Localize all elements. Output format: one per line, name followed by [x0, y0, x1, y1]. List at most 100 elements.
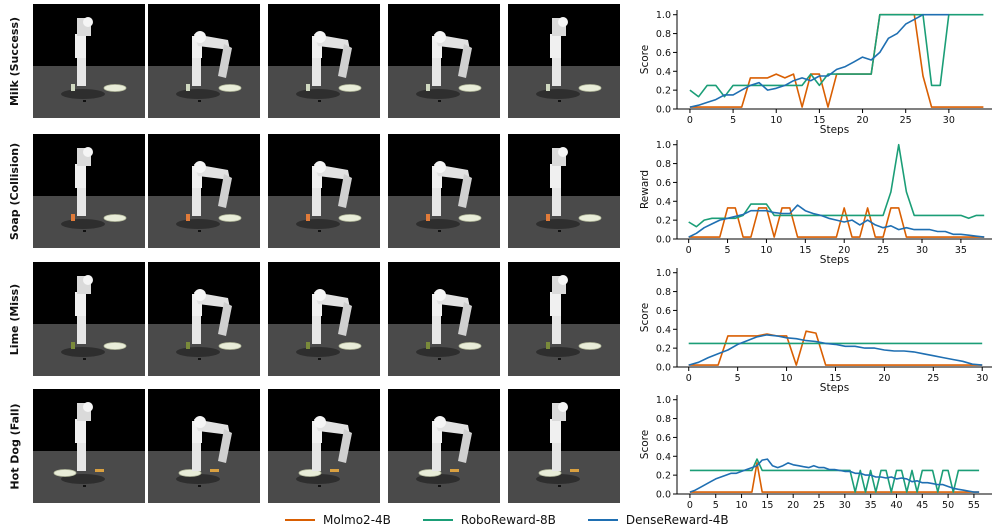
x-tick-label: 5: [730, 115, 736, 126]
frame-robot-joint: [558, 17, 568, 27]
frame-robot-base: [192, 441, 201, 471]
x-tick-label: 35: [955, 245, 967, 256]
frame-robot-arm: [312, 421, 322, 443]
frame-thumbnail: [148, 389, 260, 503]
series-line: [688, 207, 985, 238]
frame-robot-arm: [192, 36, 202, 58]
frame-robot-base: [192, 56, 201, 86]
frame-plate: [218, 342, 242, 350]
frame-robot-arm: [192, 294, 202, 316]
frame-object: [426, 342, 430, 349]
frame-object: [71, 214, 75, 221]
frame-thumbnail: [148, 262, 260, 376]
frame-robot-base: [552, 314, 561, 344]
frame-robot-arm: [550, 34, 561, 58]
x-tick-label: 20: [787, 500, 799, 510]
row-label: Lime (Miss): [0, 262, 30, 376]
frame-shadow: [416, 219, 460, 229]
frame-plate: [418, 469, 442, 477]
frame-robot-base: [432, 441, 441, 471]
frame-object: [546, 342, 550, 349]
y-tick-label: 0.0: [656, 105, 671, 116]
frame-robot-arm: [458, 429, 472, 463]
frame-shadow: [61, 89, 105, 99]
frame-robot-arm: [432, 294, 442, 316]
legend-swatch: [285, 519, 315, 521]
frame-plate: [338, 342, 362, 350]
frame-robot-base: [552, 441, 561, 471]
x-tick-label: 15: [829, 373, 841, 384]
frame-thumbnail: [388, 4, 500, 118]
legend-swatch: [422, 519, 453, 521]
x-tick-label: 30: [839, 500, 851, 510]
frame-marker: [558, 100, 561, 102]
reward-charts: 0.00.20.40.60.81.00 5 10 15 20 25 30StepsScore…: [639, 10, 992, 510]
frame-plate: [338, 214, 362, 222]
legend-item-molmo: Molmo2-4B: [285, 513, 391, 527]
frame-object: [450, 469, 459, 472]
y-tick-label: 0.6: [656, 306, 671, 317]
frame-robot-joint: [83, 402, 93, 412]
frame-robot-arm: [218, 44, 232, 78]
x-tick-label: 25: [900, 115, 912, 126]
frame-shadow: [61, 347, 105, 357]
frame-robot-arm: [550, 419, 561, 443]
legend-label: RoboReward-8B: [460, 513, 556, 527]
frame-marker: [318, 230, 321, 232]
frame-robot-base: [192, 186, 201, 216]
frame-shadow: [176, 89, 220, 99]
series-line: [689, 458, 980, 493]
x-tick-label: 10: [770, 115, 782, 126]
frame-robot-arm: [338, 429, 352, 463]
frame-robot-arm: [218, 302, 232, 336]
frame-robot-joint: [314, 161, 326, 173]
x-tick-label: 35: [865, 500, 877, 510]
frame-object: [546, 84, 550, 91]
x-tick-label: 25: [877, 245, 889, 256]
y-tick-label: 1.0: [656, 140, 671, 151]
frame-plate: [218, 84, 242, 92]
frame-shadow: [536, 89, 580, 99]
y-tick-label: 0.2: [656, 86, 671, 97]
x-tick-label: 30: [943, 115, 955, 126]
y-tick-label: 0.4: [656, 67, 671, 78]
x-tick-label: 10: [760, 245, 772, 256]
frame-robot-base: [77, 441, 86, 471]
frame-robot-arm: [550, 292, 561, 316]
frame-robot-arm: [75, 419, 86, 443]
frame-plate: [178, 469, 202, 477]
x-axis-label: Steps: [820, 254, 849, 266]
frame-robot-arm: [75, 164, 86, 188]
y-tick-label: 0.0: [656, 490, 671, 501]
frame-marker: [198, 358, 201, 360]
frame-robot-joint: [194, 31, 206, 43]
row-label-text: Hot Dog (Fall): [8, 402, 22, 490]
chart-panel: 0.0 0.2 0.4 0.6 0.8 1.0 0 5 10 15 20 25 30 35 Steps Rew…: [639, 140, 992, 266]
frame-marker: [318, 358, 321, 360]
frame-robot-base: [77, 314, 86, 344]
row-label: Milk (Success): [0, 4, 30, 118]
frame-thumbnail: [388, 389, 500, 503]
frame-object: [186, 214, 190, 221]
y-tick-label: 0.6: [656, 48, 671, 59]
x-tick-label: 0: [687, 115, 693, 126]
x-tick-label: 20: [878, 373, 890, 384]
x-tick-label: 0: [687, 500, 693, 510]
frame-robot-joint: [434, 416, 446, 428]
frame-robot-base: [312, 441, 321, 471]
series-line: [689, 13, 984, 108]
frame-thumbnail: [33, 4, 145, 118]
row-label-text: Soap (Collision): [8, 142, 22, 240]
frame-robot-base: [77, 186, 86, 216]
frame-object: [306, 214, 310, 221]
frame-object: [71, 342, 75, 349]
frame-object: [186, 342, 190, 349]
frame-object: [330, 469, 339, 472]
y-tick-label: 0.4: [656, 197, 671, 208]
x-axis-label: Steps: [820, 382, 849, 394]
legend-item-roboreward: RoboReward-8B: [422, 513, 556, 527]
legend: Molmo2-4B RoboReward-8B DenseReward-4B: [285, 510, 729, 530]
frame-marker: [198, 485, 201, 487]
frame-plate: [103, 84, 127, 92]
frame-shadow: [416, 89, 460, 99]
